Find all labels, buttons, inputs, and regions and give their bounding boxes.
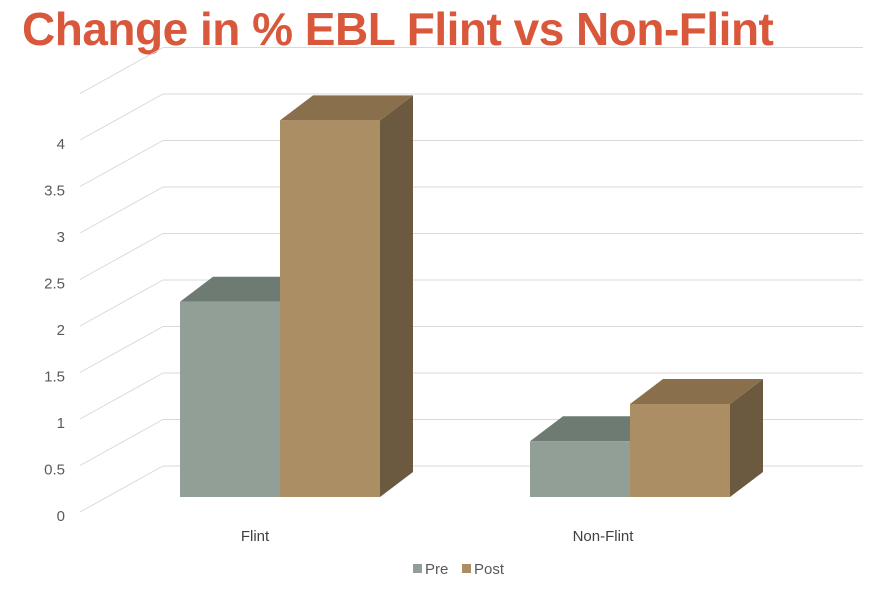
bar-front-face — [180, 301, 280, 497]
legend: Pre Post — [413, 561, 505, 578]
chart-title: Change in % EBL Flint vs Non-Flint — [22, 3, 774, 55]
bar-front-face — [530, 441, 630, 497]
y-tick-label: 2.5 — [44, 276, 65, 293]
bar-pre-non-flint — [530, 416, 663, 497]
bar-front-face — [280, 120, 380, 497]
y-tick-label: 4 — [57, 136, 65, 153]
legend-label: Pre — [425, 561, 448, 578]
gridline-side — [79, 47, 164, 94]
bar-post-flint — [280, 95, 413, 497]
category-label: Flint — [241, 528, 270, 545]
gridline-side — [79, 465, 164, 513]
y-axis-ticks: 0 0.5 1 1.5 2 2.5 3 3.5 4 — [44, 136, 65, 525]
legend-swatch — [413, 564, 422, 573]
category-label: Non-Flint — [573, 528, 635, 545]
gridline-side — [79, 372, 164, 420]
y-tick-label: 1 — [57, 415, 65, 432]
x-axis-categories: Flint Non-Flint — [241, 528, 634, 545]
bar-top-face — [180, 276, 313, 302]
y-tick-label: 0 — [57, 508, 65, 525]
gridline-side — [79, 140, 164, 187]
y-tick-label: 2 — [57, 322, 65, 339]
legend-swatch — [462, 564, 471, 573]
bar-top-face — [530, 416, 663, 442]
gridline-side — [79, 279, 164, 327]
bar-side-face — [730, 379, 763, 497]
bar-top-face — [630, 379, 763, 404]
gridline-side — [79, 93, 164, 141]
y-tick-label: 1.5 — [44, 369, 65, 386]
bar-post-non-flint — [630, 379, 763, 497]
gridline-side — [79, 186, 164, 234]
y-tick-label: 3 — [57, 229, 65, 246]
bar-top-face — [280, 95, 413, 121]
bar-front-face — [630, 404, 730, 497]
gridline-side — [79, 419, 164, 466]
bar-side-face — [380, 95, 413, 497]
bar-pre-flint — [180, 276, 313, 497]
gridline-side — [79, 233, 164, 280]
y-tick-label: 0.5 — [44, 462, 65, 479]
legend-label: Post — [474, 561, 505, 578]
gridline-side — [79, 326, 164, 373]
y-tick-label: 3.5 — [44, 183, 65, 200]
bars — [180, 95, 763, 497]
